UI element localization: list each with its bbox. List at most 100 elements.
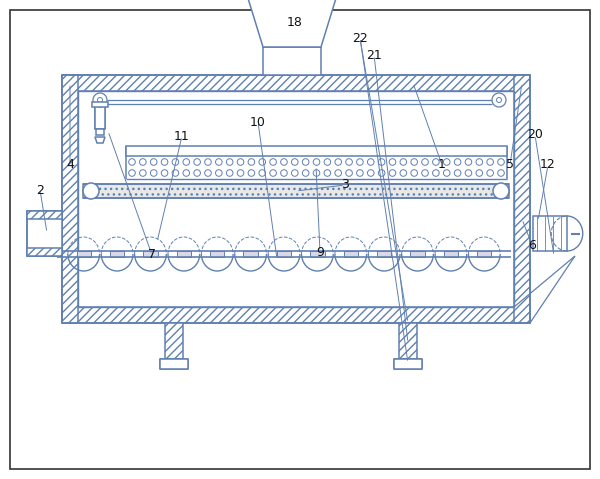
Bar	[394, 359, 422, 369]
Circle shape	[433, 159, 439, 165]
Circle shape	[259, 170, 266, 176]
Circle shape	[140, 170, 146, 176]
Circle shape	[400, 159, 407, 165]
Circle shape	[346, 159, 352, 165]
Circle shape	[356, 159, 363, 165]
Text: 7: 7	[148, 249, 156, 262]
Bar	[143, 251, 158, 257]
Bar	[399, 323, 417, 359]
Circle shape	[324, 170, 331, 176]
Bar	[62, 75, 78, 323]
Text: 9: 9	[316, 246, 324, 259]
Circle shape	[498, 170, 504, 176]
Circle shape	[226, 159, 233, 165]
Circle shape	[324, 159, 331, 165]
Circle shape	[356, 170, 363, 176]
Text: 6: 6	[528, 239, 536, 251]
Circle shape	[367, 170, 374, 176]
Circle shape	[172, 159, 179, 165]
Circle shape	[161, 159, 168, 165]
Text: 1: 1	[438, 159, 446, 171]
Circle shape	[83, 183, 99, 199]
Circle shape	[183, 170, 190, 176]
Circle shape	[498, 159, 504, 165]
Circle shape	[270, 170, 277, 176]
Circle shape	[335, 170, 341, 176]
Circle shape	[248, 159, 254, 165]
Circle shape	[292, 170, 298, 176]
Circle shape	[465, 170, 472, 176]
Circle shape	[194, 159, 200, 165]
Bar	[210, 251, 224, 257]
Circle shape	[497, 98, 502, 103]
Circle shape	[487, 159, 493, 165]
Circle shape	[379, 159, 385, 165]
Text: 12: 12	[540, 159, 556, 171]
Circle shape	[215, 170, 222, 176]
Circle shape	[292, 159, 298, 165]
Circle shape	[443, 159, 450, 165]
Bar	[160, 359, 188, 369]
Bar	[277, 251, 291, 257]
Circle shape	[281, 159, 287, 165]
Circle shape	[465, 159, 472, 165]
Circle shape	[237, 159, 244, 165]
Bar	[27, 248, 62, 256]
Circle shape	[151, 170, 157, 176]
Bar	[177, 251, 191, 257]
Bar	[410, 251, 425, 257]
Circle shape	[335, 159, 341, 165]
Bar	[533, 216, 567, 251]
Bar	[27, 211, 62, 219]
Circle shape	[205, 159, 211, 165]
Circle shape	[422, 159, 428, 165]
Circle shape	[454, 159, 461, 165]
Circle shape	[151, 159, 157, 165]
Text: 18: 18	[287, 15, 303, 28]
Circle shape	[313, 170, 320, 176]
Circle shape	[215, 159, 222, 165]
Circle shape	[161, 170, 168, 176]
Circle shape	[313, 159, 320, 165]
Circle shape	[346, 170, 352, 176]
Text: 11: 11	[174, 129, 190, 142]
Circle shape	[248, 170, 254, 176]
Bar	[62, 307, 530, 323]
Circle shape	[205, 170, 211, 176]
Bar	[514, 75, 530, 323]
Circle shape	[172, 170, 179, 176]
Circle shape	[128, 159, 136, 165]
Circle shape	[128, 170, 136, 176]
Bar	[95, 104, 105, 129]
Circle shape	[302, 159, 309, 165]
Bar	[78, 91, 514, 307]
Bar	[62, 75, 530, 91]
Circle shape	[281, 170, 287, 176]
Circle shape	[443, 170, 450, 176]
Circle shape	[400, 170, 407, 176]
Bar	[244, 251, 258, 257]
Bar	[444, 251, 458, 257]
Bar	[77, 251, 91, 257]
Circle shape	[411, 159, 418, 165]
Circle shape	[93, 93, 107, 107]
Circle shape	[183, 159, 190, 165]
Bar	[263, 47, 321, 75]
Text: 4: 4	[66, 159, 74, 171]
Circle shape	[194, 170, 200, 176]
Circle shape	[302, 170, 309, 176]
Bar	[126, 146, 507, 156]
Text: 5: 5	[506, 159, 514, 171]
Text: 2: 2	[36, 183, 44, 196]
Bar	[96, 129, 104, 135]
Bar	[83, 184, 509, 198]
Circle shape	[433, 170, 439, 176]
Bar	[310, 251, 325, 257]
Circle shape	[379, 170, 385, 176]
Circle shape	[411, 170, 418, 176]
Circle shape	[389, 159, 396, 165]
Circle shape	[493, 183, 509, 199]
Circle shape	[237, 170, 244, 176]
Circle shape	[389, 170, 396, 176]
Text: 20: 20	[527, 128, 543, 141]
